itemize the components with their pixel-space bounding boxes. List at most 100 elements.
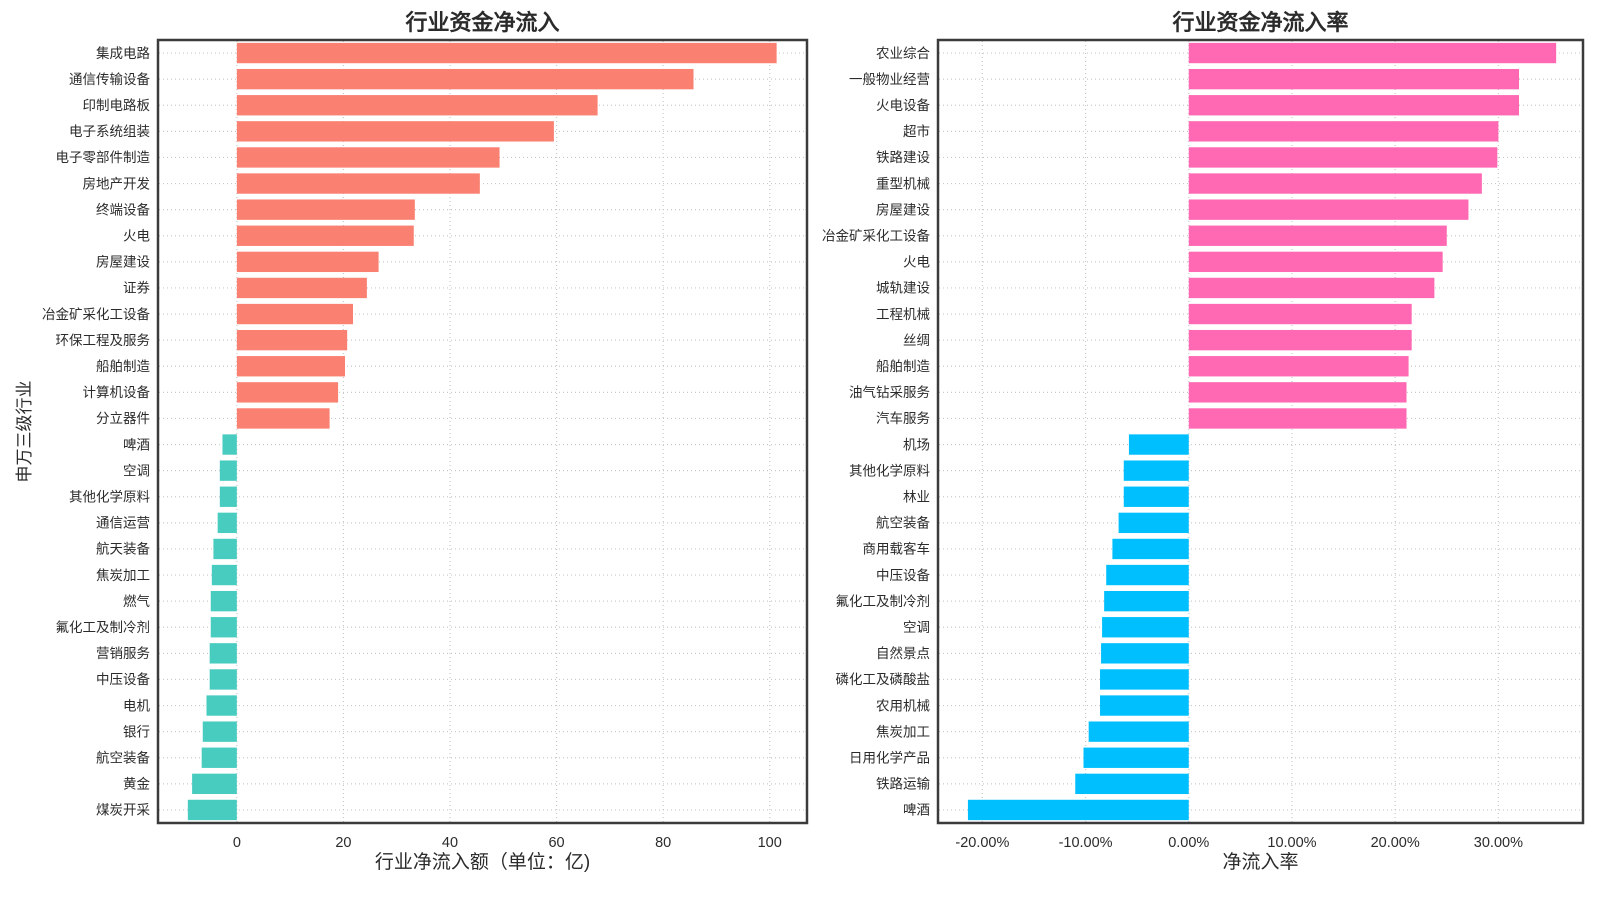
- y-tick-label: 中压设备: [876, 567, 930, 583]
- bar: [236, 147, 500, 168]
- y-tick-label: 中压设备: [96, 671, 150, 687]
- y-tick-label: 证券: [123, 281, 150, 296]
- x-tick-label: 10.00%: [1267, 835, 1316, 851]
- bar: [1075, 773, 1189, 795]
- bar: [202, 721, 237, 742]
- y-tick-label: 啤酒: [903, 803, 930, 818]
- y-tick-label: 重型机械: [876, 176, 930, 191]
- bar: [1106, 564, 1189, 586]
- bar: [236, 356, 346, 377]
- y-tick-label: 通信运营: [96, 516, 150, 531]
- chart-title: 行业资金净流入率: [1171, 10, 1348, 35]
- bar: [1188, 225, 1447, 246]
- plot-border: [936, 38, 1585, 825]
- y-tick-label: 氟化工及制冷剂: [836, 594, 931, 609]
- y-tick-label: 计算机设备: [83, 384, 151, 400]
- y-tick-label: 环保工程及服务: [56, 333, 151, 348]
- y-tick-label: 银行: [123, 724, 150, 739]
- x-tick-label: 0: [233, 835, 241, 851]
- bar: [1102, 617, 1189, 638]
- bar: [1123, 486, 1189, 507]
- bar: [967, 799, 1189, 821]
- y-tick-label: 铁路运输: [876, 777, 930, 792]
- y-tick-label: 焦炭加工: [876, 724, 930, 739]
- y-tick-label: 自然景点: [876, 645, 930, 661]
- y-tick-label: 黄金: [123, 777, 150, 792]
- bar: [236, 251, 379, 273]
- x-tick-label: 100: [758, 835, 782, 851]
- y-axis-label: 申万三级行业: [15, 381, 34, 483]
- y-tick-label: 航空装备: [876, 515, 930, 531]
- y-tick-label: 火电设备: [876, 97, 930, 113]
- bar: [1128, 434, 1189, 455]
- y-tick-label: 房屋建设: [876, 202, 930, 217]
- bar: [1188, 147, 1498, 168]
- y-tick-label: 城轨建设: [876, 281, 930, 296]
- y-tick-label: 冶金矿采化工设备: [822, 227, 930, 243]
- y-tick-label: 航天装备: [96, 541, 150, 557]
- y-tick-label: 超市: [903, 123, 930, 139]
- bar: [1123, 460, 1189, 481]
- bar: [236, 277, 367, 299]
- bar: [1188, 408, 1407, 429]
- bar: [1188, 173, 1482, 194]
- x-axis-label: 净流入率: [1222, 851, 1298, 873]
- bar: [1101, 643, 1189, 664]
- bar: [1188, 303, 1412, 325]
- bar: [219, 486, 237, 507]
- bar: [236, 199, 415, 220]
- bar: [1188, 251, 1443, 273]
- y-tick-label: 营销服务: [96, 646, 150, 661]
- bar: [213, 538, 237, 560]
- bar: [236, 303, 354, 325]
- bar: [1112, 538, 1189, 560]
- y-tick-label: 商用载客车: [863, 541, 931, 557]
- bars: [187, 42, 777, 821]
- y-tick-label: 丝绸: [903, 333, 930, 348]
- y-tick-label: 油气钻采服务: [849, 385, 930, 400]
- bar: [1188, 121, 1499, 142]
- bar: [236, 95, 598, 116]
- net-inflow-amount-chart: 0 20 40 60 80 100 集成电路通信传输设备印制电路板电子系统组装电子零部件制造…: [15, 10, 809, 873]
- y-tick-label: 燃气: [123, 593, 150, 609]
- y-tick-label: 工程机械: [876, 307, 930, 322]
- y-tick-label: 电机: [123, 698, 150, 713]
- labels: 0 20 40 60 80 100 集成电路通信传输设备印制电路板电子系统组装电子零部件制造…: [15, 10, 782, 873]
- y-tick-label: 集成电路: [96, 46, 150, 61]
- y-tick-label: 火电: [123, 228, 150, 243]
- bar: [187, 799, 237, 821]
- x-tick-label: 20: [335, 835, 351, 851]
- x-tick-label: 20.00%: [1371, 835, 1420, 851]
- y-tick-label: 啤酒: [123, 437, 150, 452]
- bar: [222, 434, 237, 455]
- net-inflow-rate-chart: -20.00% -10.00% 0.00% 10.00% 20.00% 30.00% 农业综…: [822, 10, 1585, 873]
- y-tick-label: 印制电路板: [83, 98, 151, 113]
- y-tick-label: 氟化工及制冷剂: [56, 620, 151, 635]
- bar: [1188, 68, 1520, 90]
- bar: [236, 173, 480, 194]
- bar: [217, 512, 237, 534]
- y-tick-label: 日用化学产品: [849, 750, 930, 765]
- labels: -20.00% -10.00% 0.00% 10.00% 20.00% 30.00% 农业综…: [822, 10, 1523, 873]
- bar: [236, 42, 777, 64]
- y-tick-label: 船舶制造: [96, 359, 150, 374]
- y-tick-label: 分立器件: [96, 411, 150, 426]
- bar: [236, 382, 339, 403]
- y-tick-label: 铁路建设: [876, 150, 930, 165]
- chart-title: 行业资金净流入: [404, 10, 559, 35]
- y-tick-label: 煤炭开采: [96, 803, 150, 818]
- bar: [209, 643, 237, 664]
- bars: [967, 42, 1557, 821]
- y-tick-label: 一般物业经营: [849, 72, 930, 87]
- bar: [1188, 199, 1469, 220]
- y-tick-label: 航空装备: [96, 749, 150, 765]
- bar: [192, 773, 237, 795]
- bar: [236, 329, 348, 351]
- bar: [236, 68, 694, 90]
- x-tick-label: -20.00%: [955, 835, 1009, 851]
- bar: [210, 617, 237, 638]
- bar: [236, 121, 554, 142]
- bar: [1188, 382, 1407, 403]
- y-tick-label: 农业综合: [876, 46, 930, 61]
- x-tick-label: -10.00%: [1059, 835, 1113, 851]
